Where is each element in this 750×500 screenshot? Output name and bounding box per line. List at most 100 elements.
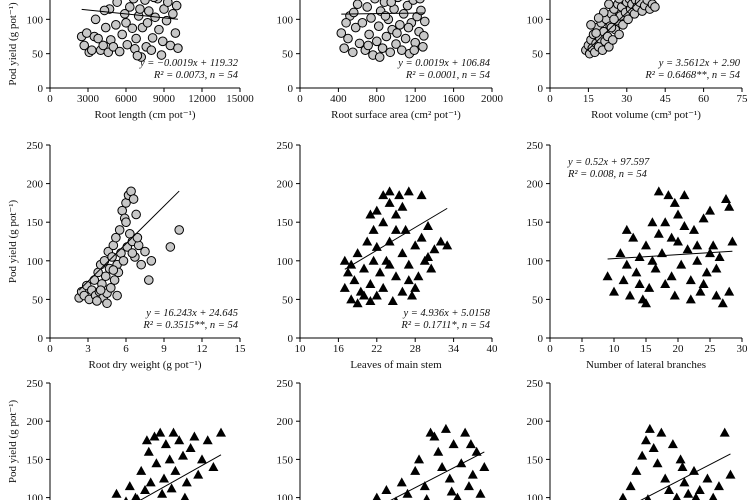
data-point [660, 473, 671, 483]
data-point [402, 488, 413, 498]
data-point [453, 492, 462, 500]
data-point [397, 286, 408, 296]
data-point [675, 454, 686, 464]
data-point [689, 224, 699, 234]
regression-line [390, 451, 485, 500]
data-point [465, 439, 476, 449]
scatter-panel-i: 100 150 200 250 [527, 378, 736, 500]
data-point [650, 2, 660, 12]
data-point [111, 20, 121, 30]
data-point [377, 43, 388, 53]
x-axis-label: Leaves of main stem [350, 359, 442, 371]
data-point [106, 283, 116, 293]
data-point [395, 20, 405, 30]
y-tick-label: 50 [282, 294, 294, 306]
data-point [691, 492, 701, 500]
data-point [386, 0, 396, 7]
x-tick-label: 0 [547, 343, 553, 355]
data-point [403, 259, 414, 269]
data-point [669, 290, 680, 300]
data-point [114, 46, 125, 57]
y-tick-label: 150 [27, 454, 44, 466]
data-point [352, 298, 363, 308]
regression-equation: y = 0.0019x + 106.84 [397, 58, 490, 69]
x-tick-label: 0 [47, 343, 53, 355]
data-point [391, 39, 401, 49]
x-tick-label: 15 [583, 93, 595, 105]
data-point [165, 242, 176, 252]
y-tick-label: 250 [277, 378, 294, 390]
data-point [724, 286, 735, 296]
y-tick-label: 150 [277, 454, 294, 466]
data-point [131, 33, 141, 44]
data-point [365, 209, 376, 219]
data-point [423, 221, 433, 231]
regression-line [139, 454, 222, 500]
x-tick-label: 0 [547, 93, 553, 105]
data-point [124, 496, 128, 500]
data-point [346, 294, 357, 304]
data-point [673, 209, 683, 219]
data-point [365, 278, 376, 288]
data-point [381, 484, 392, 494]
x-tick-label: 40 [487, 343, 499, 355]
data-point [705, 205, 715, 215]
data-point [372, 36, 382, 47]
data-point [348, 47, 358, 58]
data-point [131, 209, 141, 220]
data-point [475, 488, 486, 498]
y-tick-label: 50 [32, 294, 44, 306]
data-point [121, 17, 131, 28]
data-point [92, 296, 102, 306]
x-tick-label: 400 [330, 93, 347, 105]
regression-stats: R² = 0.008, n = 54 [567, 169, 648, 180]
data-point [145, 477, 156, 487]
data-point [479, 462, 490, 472]
data-point [653, 228, 664, 238]
x-tick-label: 30 [737, 343, 749, 355]
data-point [695, 286, 706, 296]
data-point [647, 255, 658, 265]
data-point [384, 236, 395, 246]
data-point [397, 201, 408, 211]
x-tick-label: 6 [123, 343, 129, 355]
data-point [140, 484, 150, 494]
data-point [409, 45, 420, 56]
data-point [193, 469, 204, 479]
data-point [717, 298, 728, 308]
data-point [127, 248, 138, 258]
data-point [607, 35, 618, 45]
data-point [359, 263, 369, 273]
data-point [349, 275, 360, 285]
data-point [444, 473, 455, 483]
data-point [180, 492, 190, 500]
y-tick-label: 250 [27, 140, 44, 152]
data-point [79, 40, 89, 51]
data-point [146, 45, 157, 56]
data-point [644, 282, 655, 292]
data-point [602, 271, 613, 281]
data-point [391, 224, 401, 234]
x-tick-label: 9 [161, 343, 167, 355]
data-point [694, 484, 705, 494]
x-tick-label: 12000 [188, 93, 216, 105]
data-point [394, 190, 405, 200]
data-point [178, 450, 188, 460]
data-point [711, 290, 722, 300]
data-point [440, 423, 451, 433]
data-point [365, 295, 376, 305]
data-point [125, 2, 135, 12]
x-tick-label: 30 [621, 93, 633, 105]
data-point [692, 255, 703, 265]
x-tick-label: 2000 [481, 93, 504, 105]
data-point [618, 275, 629, 285]
data-point [108, 42, 119, 52]
regression-stats: R² = 0.3515**, n = 54 [142, 320, 238, 331]
data-point [393, 0, 402, 3]
data-point [614, 0, 624, 4]
data-point [663, 190, 674, 200]
data-point [692, 240, 703, 250]
data-point [711, 263, 722, 273]
data-point [391, 271, 401, 281]
data-point [701, 267, 712, 277]
